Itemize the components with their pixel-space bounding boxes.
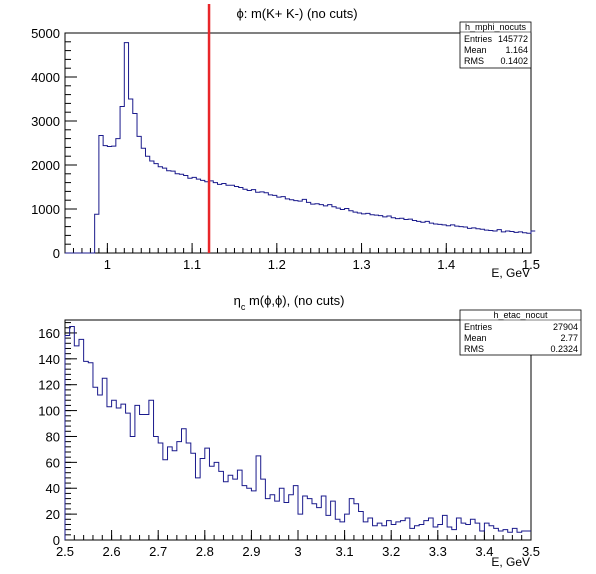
bottom-stats-value-rms: 0.2324 [550,344,578,354]
x-tick-label: 3.1 [336,544,354,559]
top-stats-label-mean: Mean [464,45,487,55]
x-tick-label: 3 [294,544,301,559]
y-tick-label: 160 [38,326,60,341]
x-tick-label: 3.2 [382,544,400,559]
top-stats-value-entries: 145772 [498,34,528,44]
y-tick-label: 40 [46,481,60,496]
top-plot-frame [64,32,532,254]
top-histogram-line [65,42,536,254]
top-stats-box: h_mphi_nocuts Entries 145772 Mean 1.164 … [459,21,532,69]
x-tick-label: 1.4 [437,257,455,272]
x-tick-label: 2.6 [103,544,121,559]
x-tick-label: 3.5 [522,544,540,559]
y-tick-label: 60 [46,455,60,470]
x-tick-label: 1.1 [183,257,201,272]
top-histogram-panel: ϕ: m(K+ K-) (no cuts) 1 1.1 1.2 1.3 1.4 1.5 0 1… [31,4,540,280]
y-tick-label: 140 [38,352,60,367]
top-stats-value-rms: 0.1402 [500,56,528,66]
y-tick-label: 4000 [31,70,60,85]
top-x-axis-label: E, GeV [491,266,530,280]
bottom-x-axis-label: E, GeV [491,555,530,569]
y-tick-label: 0 [53,246,60,261]
y-tick-label: 100 [38,404,60,419]
bottom-histogram-panel: ηc m(ϕ,ϕ), (no cuts) 2.5 2.6 2.7 2.8 2.9 3 3.1… [38,293,582,569]
y-tick-label: 120 [38,378,60,393]
x-tick-label: 1.2 [268,257,286,272]
x-tick-label: 3.4 [475,544,493,559]
y-tick-label: 3000 [31,114,60,129]
x-tick-label: 1.3 [353,257,371,272]
y-tick-label: 20 [46,507,60,522]
top-stats-value-mean: 1.164 [505,45,528,55]
x-tick-label: 3.3 [429,544,447,559]
bottom-chart-title: ηc m(ϕ,ϕ), (no cuts) [234,293,345,312]
bottom-stats-box: h_etac_nocut Entries 27904 Mean 2.77 RMS… [459,309,582,356]
bottom-stats-name: h_etac_nocut [493,310,548,320]
y-tick-label: 5000 [31,26,60,41]
bottom-stats-value-mean: 2.77 [560,333,578,343]
y-tick-label: 0 [53,533,60,548]
bottom-histogram-line [64,325,531,540]
bottom-stats-label-entries: Entries [464,322,493,332]
top-stats-label-entries: Entries [464,34,493,44]
x-tick-label: 1 [104,257,111,272]
bottom-stats-value-entries: 27904 [553,322,578,332]
bottom-stats-label-rms: RMS [464,344,484,354]
top-stats-name: h_mphi_nocuts [465,22,527,32]
bottom-stats-label-mean: Mean [464,333,487,343]
top-chart-title: ϕ: m(K+ K-) (no cuts) [236,6,357,21]
x-tick-label: 2.9 [242,544,260,559]
x-tick-label: 1.5 [522,257,540,272]
y-tick-label: 80 [46,429,60,444]
y-tick-label: 1000 [31,202,60,217]
y-tick-label: 2000 [31,158,60,173]
x-tick-label: 2.8 [196,544,214,559]
x-tick-label: 2.7 [149,544,167,559]
x-tick-label: 2.5 [56,544,74,559]
top-stats-label-rms: RMS [464,56,484,66]
